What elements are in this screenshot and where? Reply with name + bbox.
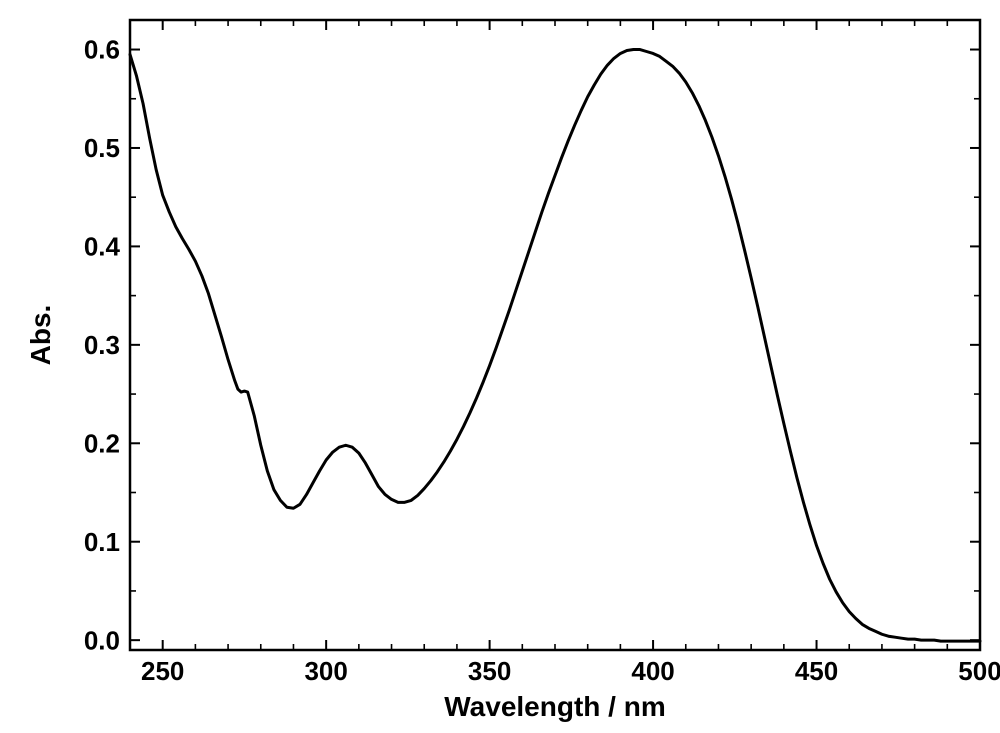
y-axis-label: Abs. [25,305,56,366]
x-axis-label: Wavelength / nm [444,691,665,722]
ytick-label: 0.5 [84,133,120,163]
ytick-label: 0.2 [84,428,120,458]
ytick-label: 0.4 [84,232,121,262]
chart-svg: 250 300 350 400 450 500 0.0 0.1 0.2 0.3 0.4 0.5 0.6 W… [0,0,1000,733]
ytick-label: 0.1 [84,527,120,557]
spectrum-line [130,50,980,642]
ytick-label: 0.3 [84,330,120,360]
xtick-label: 400 [631,656,674,686]
spectrum-chart: 250 300 350 400 450 500 0.0 0.1 0.2 0.3 0.4 0.5 0.6 W… [0,0,1000,733]
xtick-label: 350 [468,656,511,686]
xtick-label: 450 [795,656,838,686]
plot-frame [130,20,980,650]
xtick-label: 500 [958,656,1000,686]
xtick-label: 300 [304,656,347,686]
ytick-label: 0.0 [84,625,120,655]
xtick-label: 250 [141,656,184,686]
ytick-label: 0.6 [84,35,120,65]
